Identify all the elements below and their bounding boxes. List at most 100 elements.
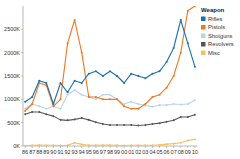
point bbox=[109, 70, 111, 72]
point bbox=[137, 75, 139, 77]
x-tick bbox=[88, 146, 89, 148]
legend-label: Pistols bbox=[208, 24, 225, 30]
x-tick-label: 10 bbox=[192, 149, 198, 155]
point bbox=[31, 96, 33, 98]
legend-swatch bbox=[201, 42, 206, 47]
series-4 bbox=[24, 138, 196, 146]
point bbox=[88, 96, 90, 98]
point bbox=[159, 94, 161, 96]
point bbox=[24, 110, 26, 112]
point bbox=[74, 19, 76, 21]
point bbox=[180, 116, 182, 118]
y-tick-label: 2500K bbox=[4, 26, 20, 32]
x-tick bbox=[138, 146, 139, 148]
x-tick-label: 02 bbox=[135, 149, 141, 155]
x-tick-label: 07 bbox=[171, 149, 177, 155]
x-tick-label: 94 bbox=[79, 149, 85, 155]
point bbox=[137, 103, 139, 105]
point bbox=[180, 19, 182, 21]
point bbox=[159, 144, 161, 146]
point bbox=[31, 144, 33, 146]
series-line bbox=[25, 112, 195, 126]
x-tick-label: 06 bbox=[164, 149, 170, 155]
series-0 bbox=[24, 19, 196, 105]
point bbox=[102, 144, 104, 146]
point bbox=[74, 118, 76, 120]
x-tick-label: 03 bbox=[142, 149, 148, 155]
point bbox=[95, 70, 97, 72]
x-tick-label: 86 bbox=[22, 149, 28, 155]
x-tick bbox=[25, 146, 26, 148]
point bbox=[180, 142, 182, 144]
point bbox=[151, 123, 153, 125]
x-tick-label: 05 bbox=[156, 149, 162, 155]
chart: 0K500K1000K1500K2000K2500K86878889909192… bbox=[0, 0, 240, 159]
point bbox=[187, 116, 189, 118]
x-tick bbox=[187, 146, 188, 148]
point bbox=[95, 96, 97, 98]
x-tick bbox=[74, 146, 75, 148]
legend-label: Rifles bbox=[208, 16, 223, 22]
x-tick bbox=[145, 146, 146, 148]
x-tick bbox=[95, 146, 96, 148]
point bbox=[173, 75, 175, 77]
x-tick-label: 92 bbox=[64, 149, 70, 155]
point bbox=[95, 98, 97, 100]
point bbox=[109, 144, 111, 146]
x-tick-label: 09 bbox=[185, 149, 191, 155]
point bbox=[109, 124, 111, 126]
point bbox=[123, 105, 125, 107]
point bbox=[173, 143, 175, 145]
x-tick-label: 95 bbox=[86, 149, 92, 155]
point bbox=[137, 124, 139, 126]
point bbox=[24, 101, 26, 103]
x-tick-label: 08 bbox=[178, 149, 184, 155]
point bbox=[59, 119, 61, 121]
x-tick-label: 98 bbox=[107, 149, 113, 155]
y-tick-label: 0K bbox=[13, 143, 20, 149]
x-tick bbox=[180, 146, 181, 148]
point bbox=[194, 99, 196, 101]
x-tick bbox=[166, 146, 167, 148]
y-tick bbox=[21, 122, 23, 123]
legend-label: Misc bbox=[208, 50, 220, 56]
point bbox=[123, 103, 125, 105]
point bbox=[166, 143, 168, 145]
point bbox=[52, 144, 54, 146]
point bbox=[144, 144, 146, 146]
legend: WeaponRiflesPistolsShotgunsRevolversMisc bbox=[201, 7, 234, 56]
point bbox=[166, 104, 168, 106]
x-tick-label: 01 bbox=[128, 149, 134, 155]
point bbox=[95, 121, 97, 123]
point bbox=[194, 114, 196, 116]
x-tick bbox=[46, 146, 47, 148]
point bbox=[173, 119, 175, 121]
point bbox=[81, 52, 83, 54]
point bbox=[187, 42, 189, 44]
point bbox=[88, 73, 90, 75]
x-tick-label: 99 bbox=[114, 149, 120, 155]
point bbox=[52, 115, 54, 117]
series-3 bbox=[24, 111, 196, 127]
point bbox=[187, 103, 189, 105]
x-tick bbox=[110, 146, 111, 148]
legend-swatch bbox=[201, 51, 206, 56]
point bbox=[38, 111, 40, 113]
point bbox=[187, 10, 189, 12]
series-1 bbox=[24, 6, 196, 112]
point bbox=[151, 96, 153, 98]
point bbox=[81, 82, 83, 84]
point bbox=[173, 47, 175, 49]
series-line bbox=[25, 139, 195, 145]
x-tick bbox=[53, 146, 54, 148]
x-tick-label: 93 bbox=[72, 149, 78, 155]
point bbox=[81, 94, 83, 96]
point bbox=[67, 42, 69, 44]
point bbox=[45, 108, 47, 110]
point bbox=[116, 75, 118, 77]
point bbox=[130, 108, 132, 110]
x-tick bbox=[131, 146, 132, 148]
legend-swatch bbox=[201, 25, 206, 30]
point bbox=[45, 113, 47, 115]
point bbox=[123, 82, 125, 84]
